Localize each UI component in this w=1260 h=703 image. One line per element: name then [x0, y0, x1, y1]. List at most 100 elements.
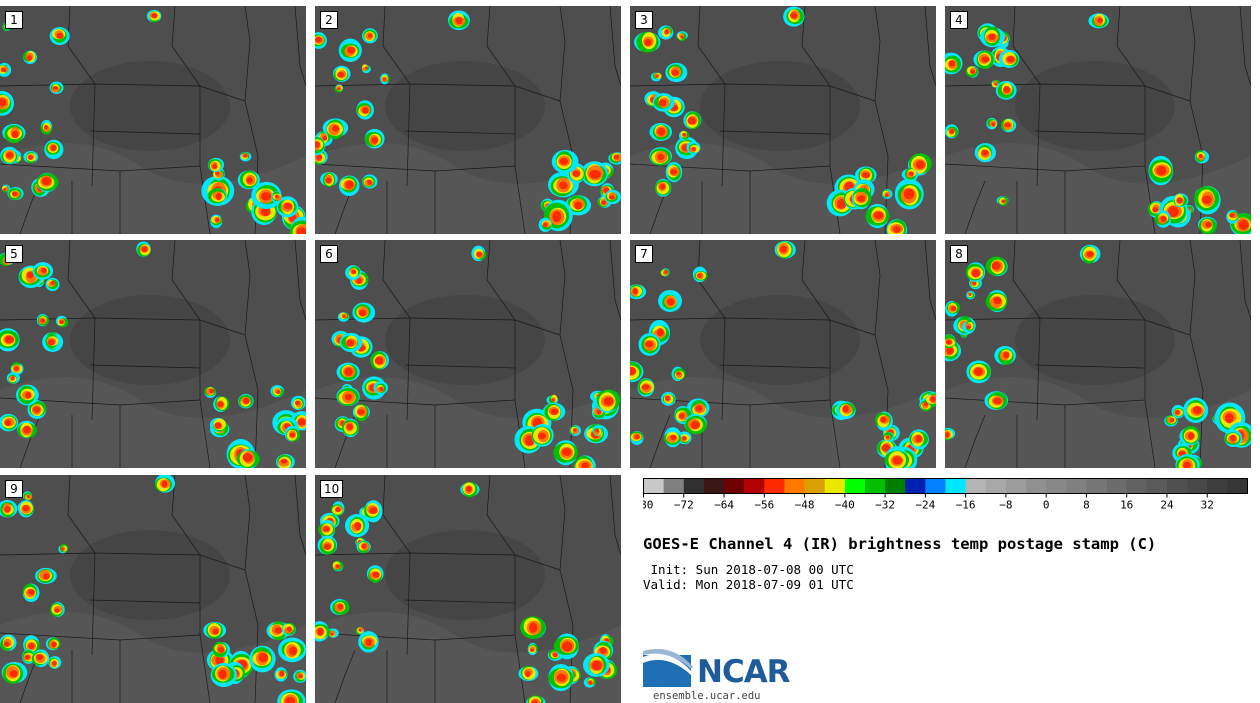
cloud-cell: [215, 171, 220, 176]
cloud-cell: [595, 428, 600, 433]
colorbar-tick-label: 0: [1043, 499, 1050, 512]
cloud-cell: [344, 393, 352, 401]
cloud-cell: [54, 608, 60, 613]
cloud-cell: [288, 646, 298, 656]
cloud-cell: [23, 425, 31, 434]
cloud-cell: [346, 339, 354, 347]
cloud-cell: [242, 452, 253, 462]
cloud-cell: [455, 16, 463, 25]
cloud-cell: [316, 154, 323, 160]
colorbar-swatch: [885, 478, 906, 494]
cloud-cell: [1188, 432, 1195, 440]
cloud-cell: [0, 68, 7, 73]
colorbar-tick-label: 32: [1201, 499, 1214, 512]
colorbar-swatch: [724, 478, 745, 494]
cloud-cell: [692, 146, 696, 151]
cloud-cell: [908, 171, 915, 176]
cloud-cell: [988, 33, 996, 41]
cloud-cell: [949, 129, 955, 134]
cloud-cell: [1201, 195, 1212, 204]
cloud-cell: [28, 154, 33, 160]
map-panel: 2: [315, 6, 621, 234]
colorbar-tick-label: −32: [875, 499, 895, 512]
cloud-cell: [1238, 219, 1249, 230]
colorbar-swatch: [864, 478, 886, 494]
cloud-cell: [276, 390, 281, 395]
cloud-cell: [655, 75, 659, 78]
cloud-cell: [573, 428, 577, 432]
cloud-cell: [1229, 213, 1235, 218]
cloud-cell: [658, 99, 667, 107]
cloud-cell: [588, 680, 593, 685]
cloud-cell: [26, 55, 32, 62]
cloud-cell: [945, 340, 952, 345]
colorbar-swatch: [905, 478, 926, 494]
colorbar-swatch: [1227, 478, 1248, 494]
cloud-cell: [1174, 410, 1180, 415]
cloud-cell: [27, 588, 35, 596]
cloud-cell: [529, 648, 535, 652]
cloud-cell: [946, 346, 954, 355]
cloud-cell: [212, 628, 219, 635]
cloud-cell: [885, 435, 890, 439]
cloud-cell: [599, 647, 607, 654]
cloud-cell: [28, 643, 35, 650]
map-panel: 10: [315, 475, 621, 703]
colorbar-tick-label: −48: [795, 499, 815, 512]
cloud-cell: [217, 401, 224, 408]
cloud-cell: [971, 269, 980, 278]
cloud-cell: [881, 444, 891, 452]
cloud-cell: [553, 652, 558, 658]
cloud-cell: [991, 122, 996, 127]
cloud-cell: [371, 137, 378, 144]
cloud-cell: [696, 273, 702, 278]
cloud-cell: [40, 318, 45, 323]
cloud-cell: [970, 69, 976, 74]
colorbar-swatch: [1106, 478, 1127, 494]
cloud-cell: [1170, 417, 1175, 423]
cloud-cell: [212, 163, 218, 169]
panel-label: 7: [635, 245, 653, 263]
colorbar-swatch: [643, 478, 664, 494]
cloud-cell: [25, 391, 32, 399]
colorbar-frame: [643, 478, 1248, 494]
logo-text: NCAR: [697, 654, 791, 690]
cloud-cell: [357, 409, 365, 416]
satellite-map: [945, 6, 1251, 234]
map-panel: 7: [630, 240, 936, 468]
cloud-cell: [656, 328, 664, 337]
cloud-cell: [358, 309, 367, 317]
cloud-cell: [945, 432, 950, 438]
map-panel: 8: [945, 240, 1251, 468]
cloud-cell: [330, 632, 334, 636]
cloud-cell: [243, 154, 248, 158]
panel-label: 5: [5, 245, 23, 263]
cloud-cell: [208, 388, 215, 394]
cloud-cell: [323, 526, 330, 532]
colorbar-swatch: [1207, 478, 1228, 494]
cloud-cell: [915, 160, 925, 169]
cloud-cell: [950, 305, 957, 312]
cloud-cell: [297, 418, 306, 426]
cloud-cell: [24, 655, 30, 660]
cloud-cell: [664, 29, 669, 35]
cloud-cell: [342, 315, 346, 319]
map-panel: 4: [945, 6, 1251, 234]
cloud-cell: [52, 85, 58, 90]
colorbar-tick-label: 24: [1160, 499, 1174, 512]
colorbar-tick-label: −24: [915, 499, 935, 512]
cloud-cell: [337, 603, 344, 610]
panel-label: 4: [950, 11, 968, 29]
cloud-cell: [50, 144, 57, 152]
cloud-cell: [630, 367, 637, 376]
colorbar-tick-label: 16: [1120, 499, 1133, 512]
cloud-cell: [358, 628, 362, 632]
cloud-cell: [56, 33, 64, 39]
cloud-cell: [374, 356, 384, 365]
cloud-cell: [261, 206, 271, 217]
cloud-cell: [298, 674, 303, 679]
cloud-cell: [690, 421, 700, 430]
satellite-map: [0, 475, 306, 703]
cloud-cell: [367, 33, 373, 38]
cloud-cell: [215, 217, 220, 222]
